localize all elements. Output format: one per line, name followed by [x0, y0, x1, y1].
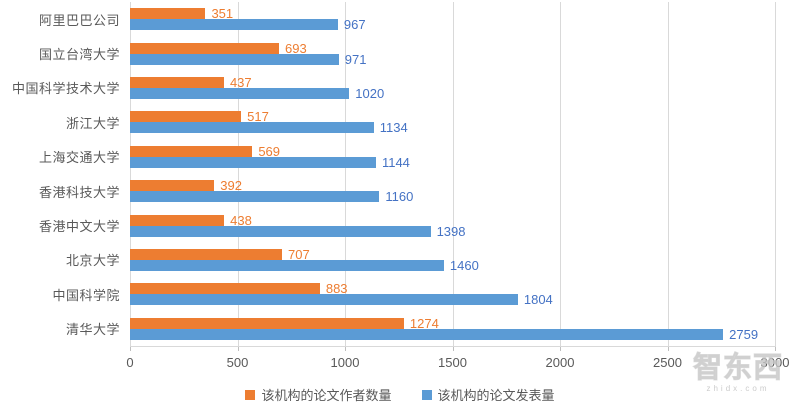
- category-row: 浙江大学 517 1134: [0, 105, 800, 139]
- publications-value-label: 1144: [381, 154, 410, 170]
- legend: 该机构的论文作者数量 该机构的论文发表量: [0, 385, 800, 404]
- publications-value-label: 1398: [436, 223, 466, 239]
- publications-bar: [130, 87, 350, 99]
- gridline-1000: [345, 2, 346, 346]
- publications-value-label: 967: [343, 17, 366, 33]
- authors-bar: [130, 8, 206, 20]
- legend-swatch-icon: [245, 389, 256, 400]
- category-label: 上海交通大学: [38, 150, 120, 166]
- tick-mark: [345, 346, 346, 351]
- legend-swatch-icon: [421, 389, 432, 400]
- gridline-0: [130, 2, 131, 346]
- category-label: 中国科学院: [52, 287, 120, 303]
- publications-bar: [130, 328, 724, 340]
- authors-value-label: 437: [229, 74, 252, 90]
- category-label: 香港中文大学: [38, 219, 120, 235]
- category-label: 中国科学技术大学: [11, 81, 120, 97]
- tick-mark: [667, 346, 669, 351]
- publications-bar: [130, 225, 431, 237]
- publications-bar: [130, 122, 374, 134]
- authors-value-label: 883: [325, 281, 348, 297]
- publications-bar: [130, 259, 444, 271]
- authors-bar: [130, 248, 282, 260]
- category-row: 阿里巴巴公司 351 967: [0, 2, 800, 36]
- gridline-1500: [452, 2, 454, 346]
- authors-value-label: 693: [284, 40, 307, 56]
- publications-value-label: 1134: [379, 120, 408, 136]
- authors-bar: [130, 317, 404, 329]
- tick-mark: [452, 346, 454, 351]
- authors-bar: [130, 180, 215, 192]
- gridline-500: [237, 2, 239, 346]
- x-axis-line: [130, 346, 776, 347]
- tick-mark: [130, 346, 131, 351]
- authors-bar: [130, 111, 242, 123]
- x-tick-label: 0: [126, 355, 134, 370]
- gridline-2500: [667, 2, 669, 346]
- tick-mark: [560, 346, 561, 351]
- category-row: 国立台湾大学 693 971: [0, 36, 800, 70]
- publications-bar: [130, 191, 380, 203]
- authors-value-label: 351: [211, 6, 234, 22]
- category-row: 中国科学技术大学 437 1020: [0, 71, 800, 105]
- authors-bar: [130, 283, 320, 295]
- authors-value-label: 569: [258, 143, 281, 159]
- authors-value-label: 392: [220, 178, 242, 194]
- authors-value-label: 707: [288, 246, 310, 262]
- publications-value-label: 971: [344, 51, 367, 67]
- authors-bar: [130, 76, 224, 88]
- x-tick-label: 2000: [545, 355, 575, 370]
- gridline-3000: [775, 2, 776, 346]
- tick-mark: [237, 346, 239, 351]
- legend-item-authors: 该机构的论文作者数量: [245, 385, 392, 404]
- legend-item-publications: 该机构的论文发表量: [421, 385, 555, 404]
- x-tick-label: 1000: [330, 355, 360, 370]
- category-label: 阿里巴巴公司: [38, 12, 120, 28]
- legend-label: 该机构的论文作者数量: [261, 388, 392, 403]
- publications-value-label: 1460: [449, 257, 479, 273]
- publications-bar: [130, 53, 339, 65]
- authors-value-label: 1274: [409, 315, 439, 331]
- legend-label: 该机构的论文发表量: [437, 388, 555, 403]
- category-label: 香港科技大学: [38, 184, 120, 200]
- authors-bar: [130, 145, 253, 157]
- category-row: 香港中文大学 438 1398: [0, 208, 800, 242]
- x-tick-label: 3000: [760, 355, 790, 370]
- category-row: 上海交通大学 569 1144: [0, 140, 800, 174]
- publications-bar: [130, 294, 518, 306]
- authors-value-label: 517: [247, 109, 269, 125]
- category-label: 国立台湾大学: [38, 47, 120, 63]
- x-tick-label: 500: [226, 355, 249, 370]
- authors-value-label: 438: [230, 212, 252, 228]
- publications-value-label: 1160: [385, 189, 414, 205]
- category-label: 北京大学: [65, 253, 120, 269]
- category-row: 北京大学 707 1460: [0, 243, 800, 277]
- publications-bar: [130, 19, 338, 31]
- category-label: 浙江大学: [65, 115, 120, 131]
- tick-mark: [775, 346, 776, 351]
- category-row: 香港科技大学 392 1160: [0, 174, 800, 208]
- gridline-2000: [560, 2, 561, 346]
- authors-bar: [130, 42, 279, 54]
- publications-value-label: 2759: [729, 326, 759, 342]
- publications-bar: [130, 156, 376, 168]
- category-row: 清华大学 1274 2759: [0, 312, 800, 346]
- publications-value-label: 1020: [355, 85, 385, 101]
- category-row: 中国科学院 883 1804: [0, 277, 800, 311]
- authors-bar: [130, 214, 225, 226]
- x-tick-label: 1500: [438, 355, 467, 370]
- category-label: 清华大学: [65, 322, 120, 338]
- x-tick-label: 2500: [653, 355, 682, 370]
- publications-value-label: 1804: [523, 292, 553, 308]
